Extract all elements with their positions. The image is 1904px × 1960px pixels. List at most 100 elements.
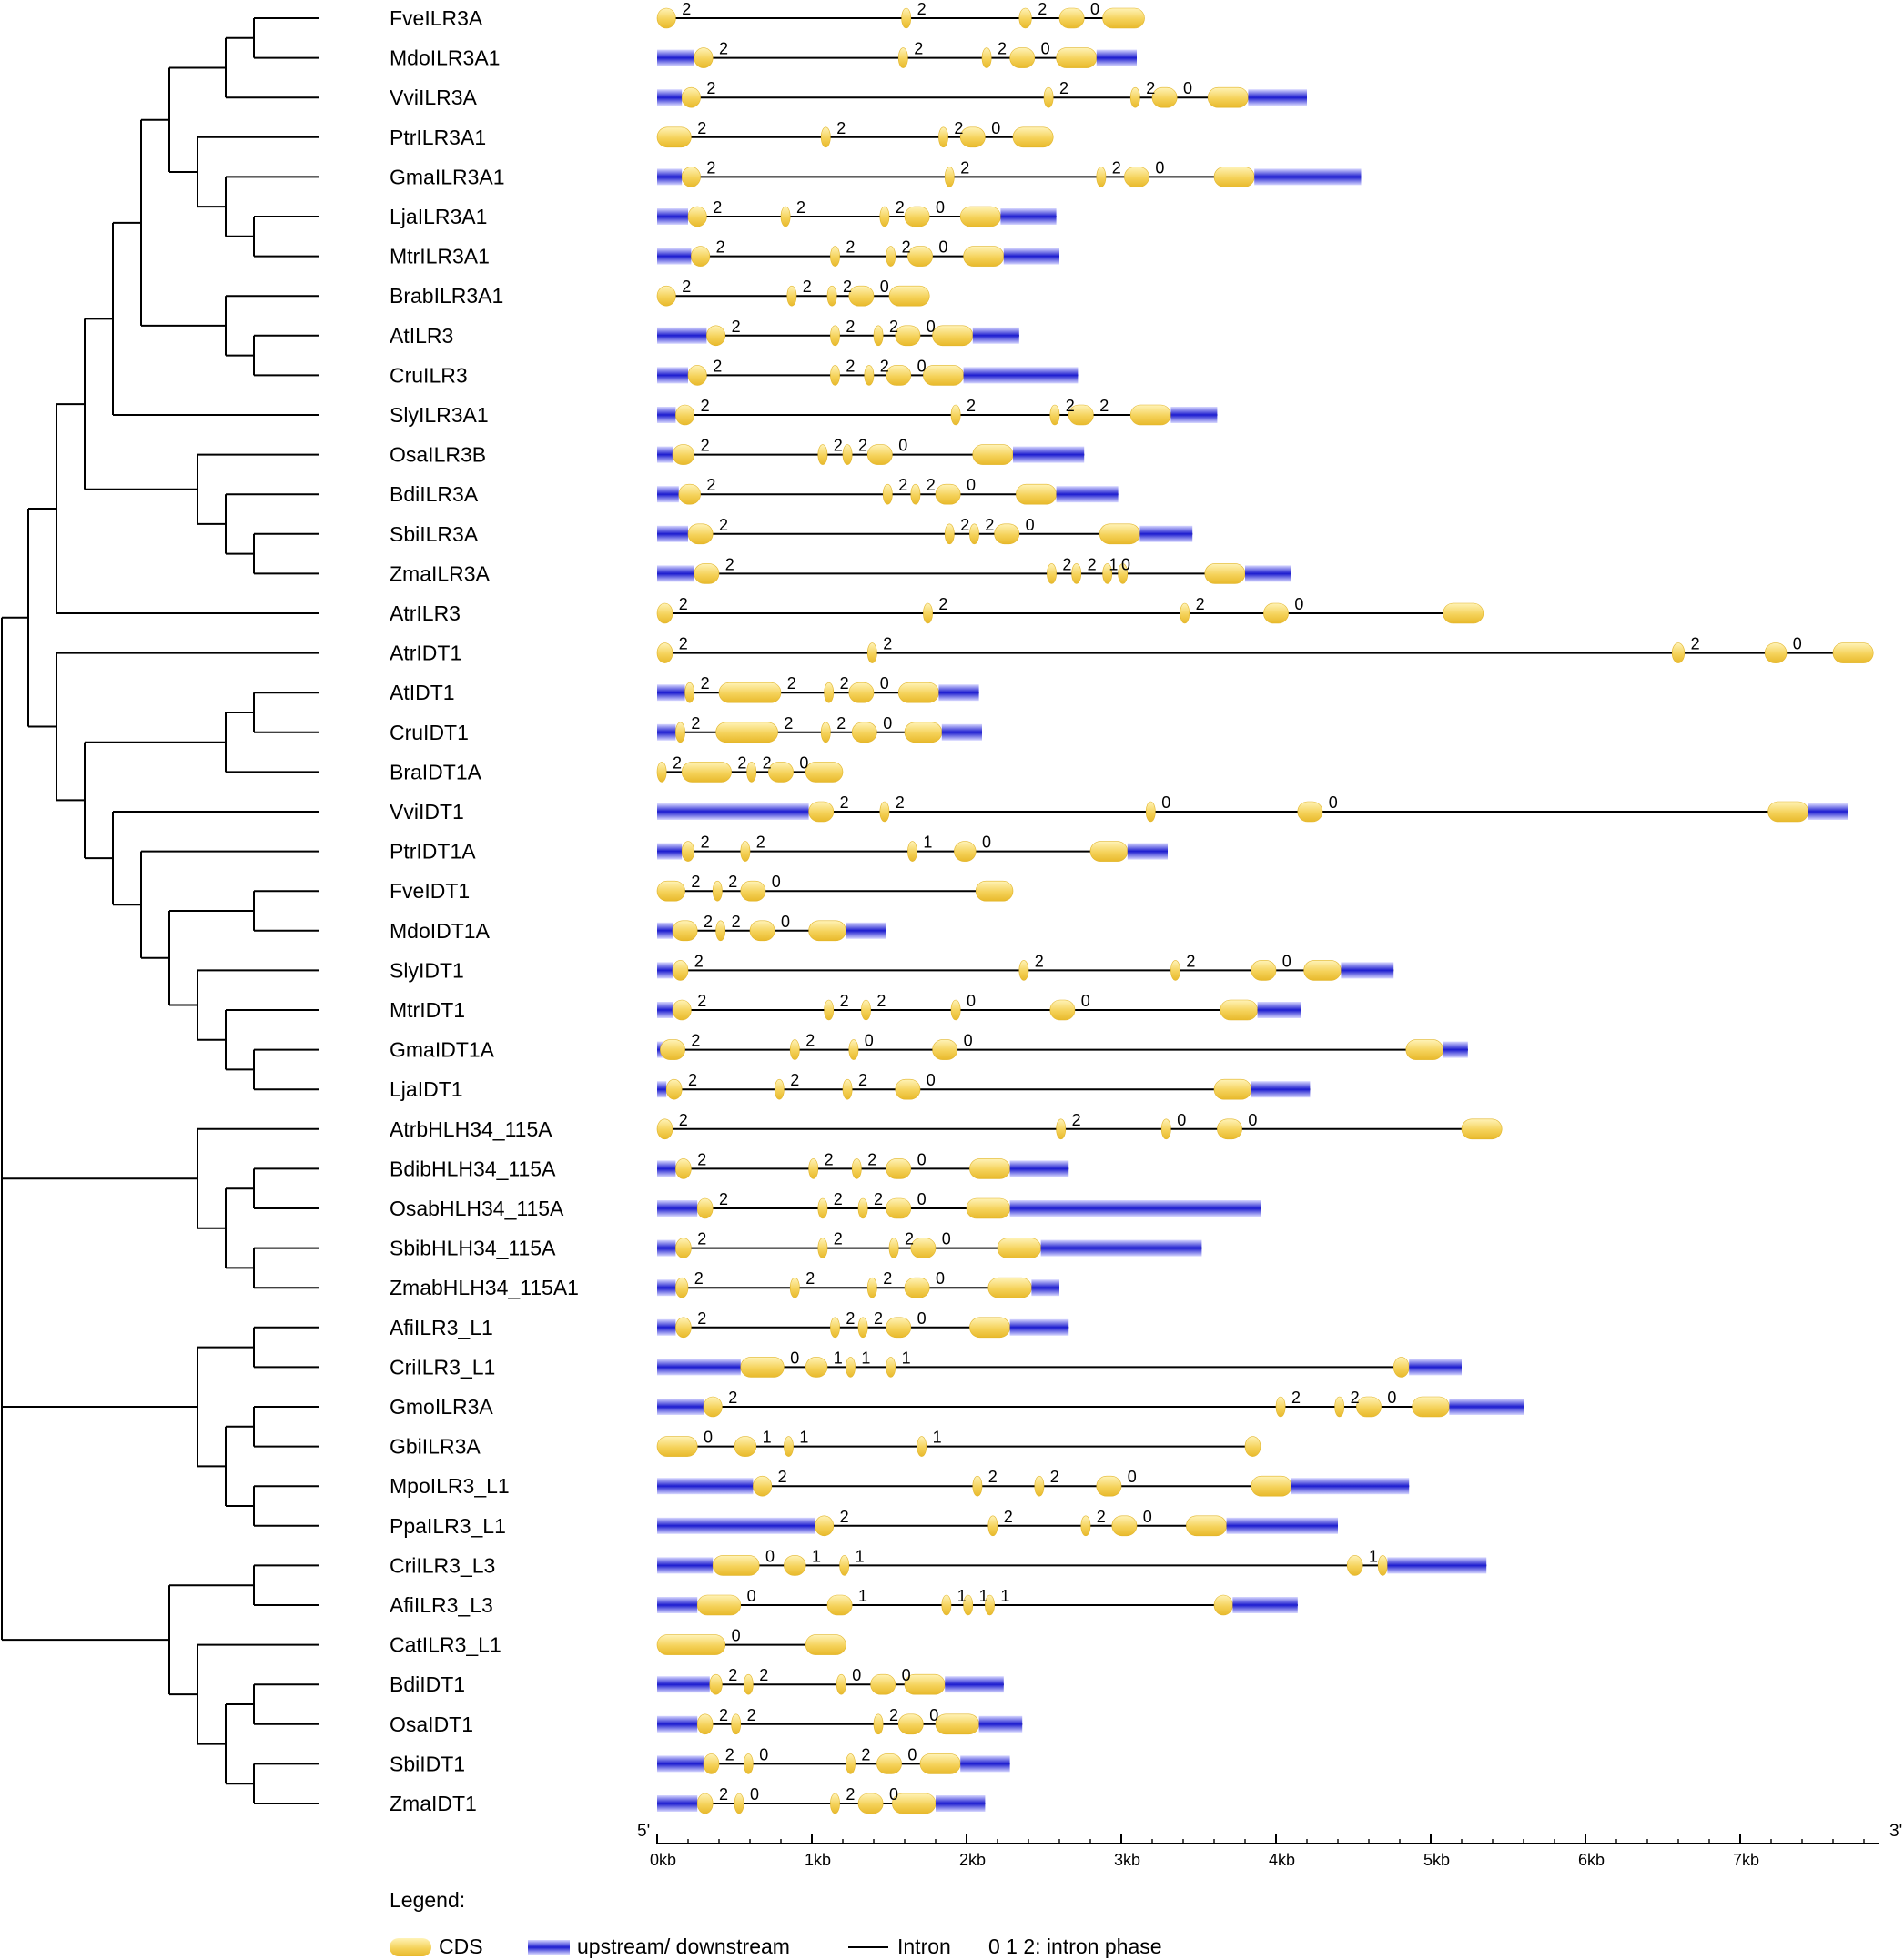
utr-block	[657, 1557, 714, 1574]
utr-block	[657, 1795, 698, 1812]
intron-phase-label: 2	[796, 198, 805, 217]
intron-phase-label: 2	[883, 1269, 892, 1288]
intron-phase-label: 0	[917, 1190, 927, 1208]
cds-block	[712, 880, 723, 902]
cds-block	[897, 47, 908, 68]
gene-label-osaidt1: OsaIDT1	[390, 1712, 473, 1736]
intron-phase-label: 2	[840, 674, 849, 692]
legend-phase-label: 0 1 2: intron phase	[988, 1935, 1162, 1958]
intron-phase-label: 2	[889, 1706, 898, 1724]
cds-block	[1461, 1118, 1503, 1140]
utr-block	[846, 922, 886, 939]
intron-phase-label: 2	[1059, 79, 1068, 97]
intron-phase-label: 2	[725, 1745, 734, 1763]
cds-block	[681, 762, 732, 783]
utr-block	[657, 367, 688, 384]
intron-phase-label: 2	[679, 1111, 688, 1129]
cds-block	[1080, 1515, 1091, 1537]
cds-block	[820, 126, 831, 148]
cds-block	[789, 1039, 800, 1060]
gene-label-fveidt1: FveIDT1	[390, 879, 470, 903]
cds-block	[879, 801, 890, 823]
utr-block	[1170, 407, 1218, 423]
cds-block	[932, 325, 974, 347]
cds-block	[656, 880, 685, 902]
gene-row-gmoilr3a: 2 2 2 0	[657, 1389, 1524, 1418]
gene-row-osaidt1: 2 2 2 0	[657, 1706, 1023, 1735]
cds-block	[857, 1197, 868, 1219]
intron-phase-label: 1	[763, 1429, 772, 1447]
intron-phase-label: 2	[682, 278, 691, 296]
gene-label-mtrilr3a1: MtrILR3A1	[390, 245, 490, 268]
gene-label-sbibhlh34-115a: SbibHLH34_115A	[390, 1237, 556, 1260]
cds-block	[1170, 960, 1180, 981]
cds-block	[681, 841, 695, 862]
cds-block	[1018, 7, 1032, 29]
intron-phase-label: 2	[697, 992, 706, 1010]
intron-phase-label: 0	[1294, 595, 1303, 613]
phylogenetic-tree	[1, 17, 319, 1804]
gene-label-atilr3: AtILR3	[390, 324, 453, 348]
intron-phase-label: 2	[759, 1666, 768, 1684]
gene-row-slyidt1: 2 2 2 0	[657, 952, 1394, 981]
cds-block	[954, 841, 977, 862]
legend-cds-label: CDS	[439, 1935, 483, 1958]
intron-phase-label: 2	[846, 238, 855, 257]
intron-phase-label: 2	[876, 992, 886, 1010]
cds-block	[1377, 1555, 1388, 1576]
intron-phase-label: 2	[927, 476, 936, 494]
cds-block	[851, 1158, 862, 1179]
intron-phase-label: 2	[874, 1190, 883, 1208]
intron-phase-label: 2	[1072, 1111, 1081, 1129]
cds-block	[784, 1555, 806, 1576]
intron-phase-label: 2	[858, 1071, 867, 1089]
intron-phase-label: 0	[880, 278, 889, 296]
intron-phase-label: 2	[1050, 1468, 1059, 1486]
intron-phase-label: 2	[725, 555, 734, 573]
gene-row-cruilr3: 2 2 2 0	[657, 357, 1079, 386]
gene-label-ptrilr3a1: PtrILR3A1	[390, 126, 486, 149]
cds-block	[715, 920, 726, 942]
gene-label-fveilr3a: FveILR3A	[390, 6, 483, 30]
cds-block	[780, 206, 791, 227]
cds-block	[675, 1158, 692, 1179]
gene-label-sbiidt1: SbiIDT1	[390, 1752, 465, 1775]
cds-block	[1129, 86, 1140, 108]
utr-block	[657, 486, 679, 503]
three-prime-end-label: 3'	[1889, 1822, 1902, 1841]
gene-row-atilr3: 2 2 2 0	[657, 318, 1019, 347]
cds-block	[675, 404, 695, 426]
cds-block	[966, 1197, 1010, 1219]
utr-block	[657, 407, 676, 423]
cds-block	[786, 285, 797, 307]
utr-block	[657, 1002, 673, 1018]
cds-block	[805, 762, 844, 783]
cds-block	[1071, 563, 1082, 584]
intron-phase-label: 2	[694, 952, 704, 970]
cds-block	[888, 285, 930, 307]
intron-phase-label: 0	[942, 1230, 951, 1248]
cds-block	[907, 246, 933, 267]
utr-block	[1009, 1200, 1261, 1217]
cds-block	[904, 206, 930, 227]
intron-phase-label: 2	[1186, 952, 1195, 970]
intron-phase-label: 2	[719, 1706, 728, 1724]
axis-tick-label: 6kb	[1578, 1851, 1605, 1869]
gene-label-atrbhlh34-115a: AtrbHLH34_115A	[390, 1117, 552, 1141]
intron-phase-label: 2	[840, 793, 849, 812]
cds-block	[656, 602, 673, 624]
cds-block	[901, 7, 912, 29]
cds-block	[830, 1317, 840, 1339]
gene-label-cruilr3: CruILR3	[390, 363, 468, 387]
utr-block	[960, 1755, 1010, 1773]
gene-label-afiilr3-l3: AfiILR3_L3	[390, 1593, 493, 1617]
utr-block	[1341, 962, 1394, 979]
cds-block	[1393, 1357, 1410, 1378]
cds-block	[1009, 47, 1036, 68]
gene-label-sbiilr3a: SbiILR3A	[390, 522, 479, 546]
cds-block	[895, 1078, 921, 1100]
cds-block	[746, 762, 757, 783]
utr-block	[657, 565, 694, 582]
utr-block	[657, 168, 683, 186]
